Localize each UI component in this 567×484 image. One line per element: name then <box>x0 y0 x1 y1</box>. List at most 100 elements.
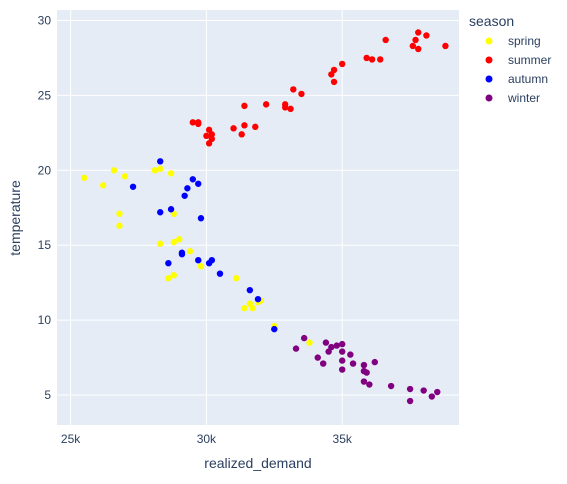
data-point-autumn <box>178 251 186 258</box>
legend-item-winter[interactable]: winter <box>485 91 541 105</box>
y-axis-ticks: 5 10 15 20 25 30 <box>38 13 52 402</box>
data-points <box>80 29 449 405</box>
data-point-winter <box>428 393 436 400</box>
x-tick-label: 25k <box>61 432 81 446</box>
legend-marker <box>485 56 493 64</box>
legend-label: winter <box>507 91 540 105</box>
data-point-spring <box>116 210 123 217</box>
data-point-autumn <box>208 256 216 264</box>
legend-marker <box>485 37 493 45</box>
plot-background <box>57 10 459 425</box>
data-point-autumn <box>167 206 175 213</box>
data-point-winter <box>360 361 368 369</box>
data-point-winter <box>349 360 357 367</box>
data-point-summer <box>423 32 430 39</box>
data-point-autumn <box>246 286 254 294</box>
data-point-spring <box>170 239 177 246</box>
data-point-summer <box>368 56 376 63</box>
legend: season spring summer autumn winter <box>469 13 551 105</box>
data-point-autumn <box>197 215 205 222</box>
y-tick-label: 20 <box>38 163 52 177</box>
legend-item-summer[interactable]: summer <box>485 53 552 67</box>
y-tick-label: 30 <box>38 13 52 27</box>
data-point-summer <box>382 36 389 44</box>
data-point-winter <box>339 340 346 348</box>
data-point-summer <box>363 54 370 62</box>
data-point-autumn <box>195 256 202 264</box>
x-axis-ticks: 25k 30k 35k <box>61 432 353 446</box>
y-tick-label: 10 <box>38 313 52 327</box>
data-point-summer <box>412 36 419 44</box>
data-point-autumn <box>216 270 224 277</box>
data-point-winter <box>347 351 354 358</box>
data-point-winter <box>322 339 330 346</box>
data-point-winter <box>319 360 327 367</box>
data-point-summer <box>290 86 297 93</box>
data-point-summer <box>339 60 346 68</box>
data-point-winter <box>328 343 335 351</box>
data-point-summer <box>230 125 237 132</box>
legend-label: autumn <box>508 72 548 86</box>
series-autumn <box>129 158 278 333</box>
data-point-summer <box>203 132 210 140</box>
data-point-spring <box>116 222 123 229</box>
data-point-spring <box>157 240 164 247</box>
data-point-winter <box>406 385 414 393</box>
data-point-autumn <box>129 183 137 190</box>
data-point-winter <box>420 387 427 394</box>
data-point-summer <box>205 140 213 147</box>
data-point-winter <box>366 381 373 388</box>
data-point-spring <box>246 300 254 307</box>
data-point-summer <box>377 56 384 63</box>
legend-marker <box>485 75 493 83</box>
legend-item-spring[interactable]: spring <box>485 34 541 48</box>
data-point-spring <box>197 262 205 270</box>
data-point-summer <box>238 131 245 138</box>
x-tick-label: 35k <box>333 432 353 446</box>
data-point-winter <box>292 345 300 352</box>
y-tick-label: 15 <box>38 238 52 252</box>
legend-label: summer <box>508 53 551 67</box>
data-point-spring <box>110 167 118 174</box>
legend-item-autumn[interactable]: autumn <box>485 72 549 86</box>
data-point-spring <box>170 271 177 279</box>
data-point-summer <box>189 119 197 126</box>
data-point-winter <box>339 348 346 355</box>
data-point-summer <box>252 123 259 131</box>
data-point-summer <box>330 78 338 86</box>
data-point-winter <box>387 382 395 390</box>
data-point-winter <box>406 397 414 405</box>
data-point-summer <box>262 101 270 108</box>
data-point-summer <box>241 102 248 110</box>
data-point-summer <box>195 119 202 126</box>
data-point-autumn <box>189 176 197 183</box>
data-point-winter <box>371 358 378 366</box>
data-point-winter <box>339 366 346 373</box>
x-axis-title: realized_demand <box>204 455 311 471</box>
data-point-spring <box>80 174 88 181</box>
data-point-spring <box>241 304 248 312</box>
y-axis-title: temperature <box>7 180 23 256</box>
data-point-summer <box>281 101 289 108</box>
grid-lines <box>57 10 459 425</box>
data-point-summer <box>241 122 248 129</box>
data-point-winter <box>333 342 340 349</box>
data-point-spring <box>165 274 172 282</box>
data-point-autumn <box>157 209 164 216</box>
data-point-summer <box>415 45 422 53</box>
series-winter <box>292 334 441 405</box>
data-point-autumn <box>165 259 172 267</box>
data-point-spring <box>121 173 129 180</box>
data-point-summer <box>415 29 422 36</box>
y-tick-label: 5 <box>44 388 51 402</box>
data-point-winter <box>363 369 370 376</box>
data-point-winter <box>314 354 321 361</box>
data-point-autumn <box>195 180 202 187</box>
legend-label: spring <box>508 34 541 48</box>
data-point-autumn <box>271 325 278 333</box>
legend-items: spring summer autumn winter <box>485 34 552 105</box>
data-point-spring <box>306 339 313 346</box>
data-point-spring <box>233 274 240 282</box>
